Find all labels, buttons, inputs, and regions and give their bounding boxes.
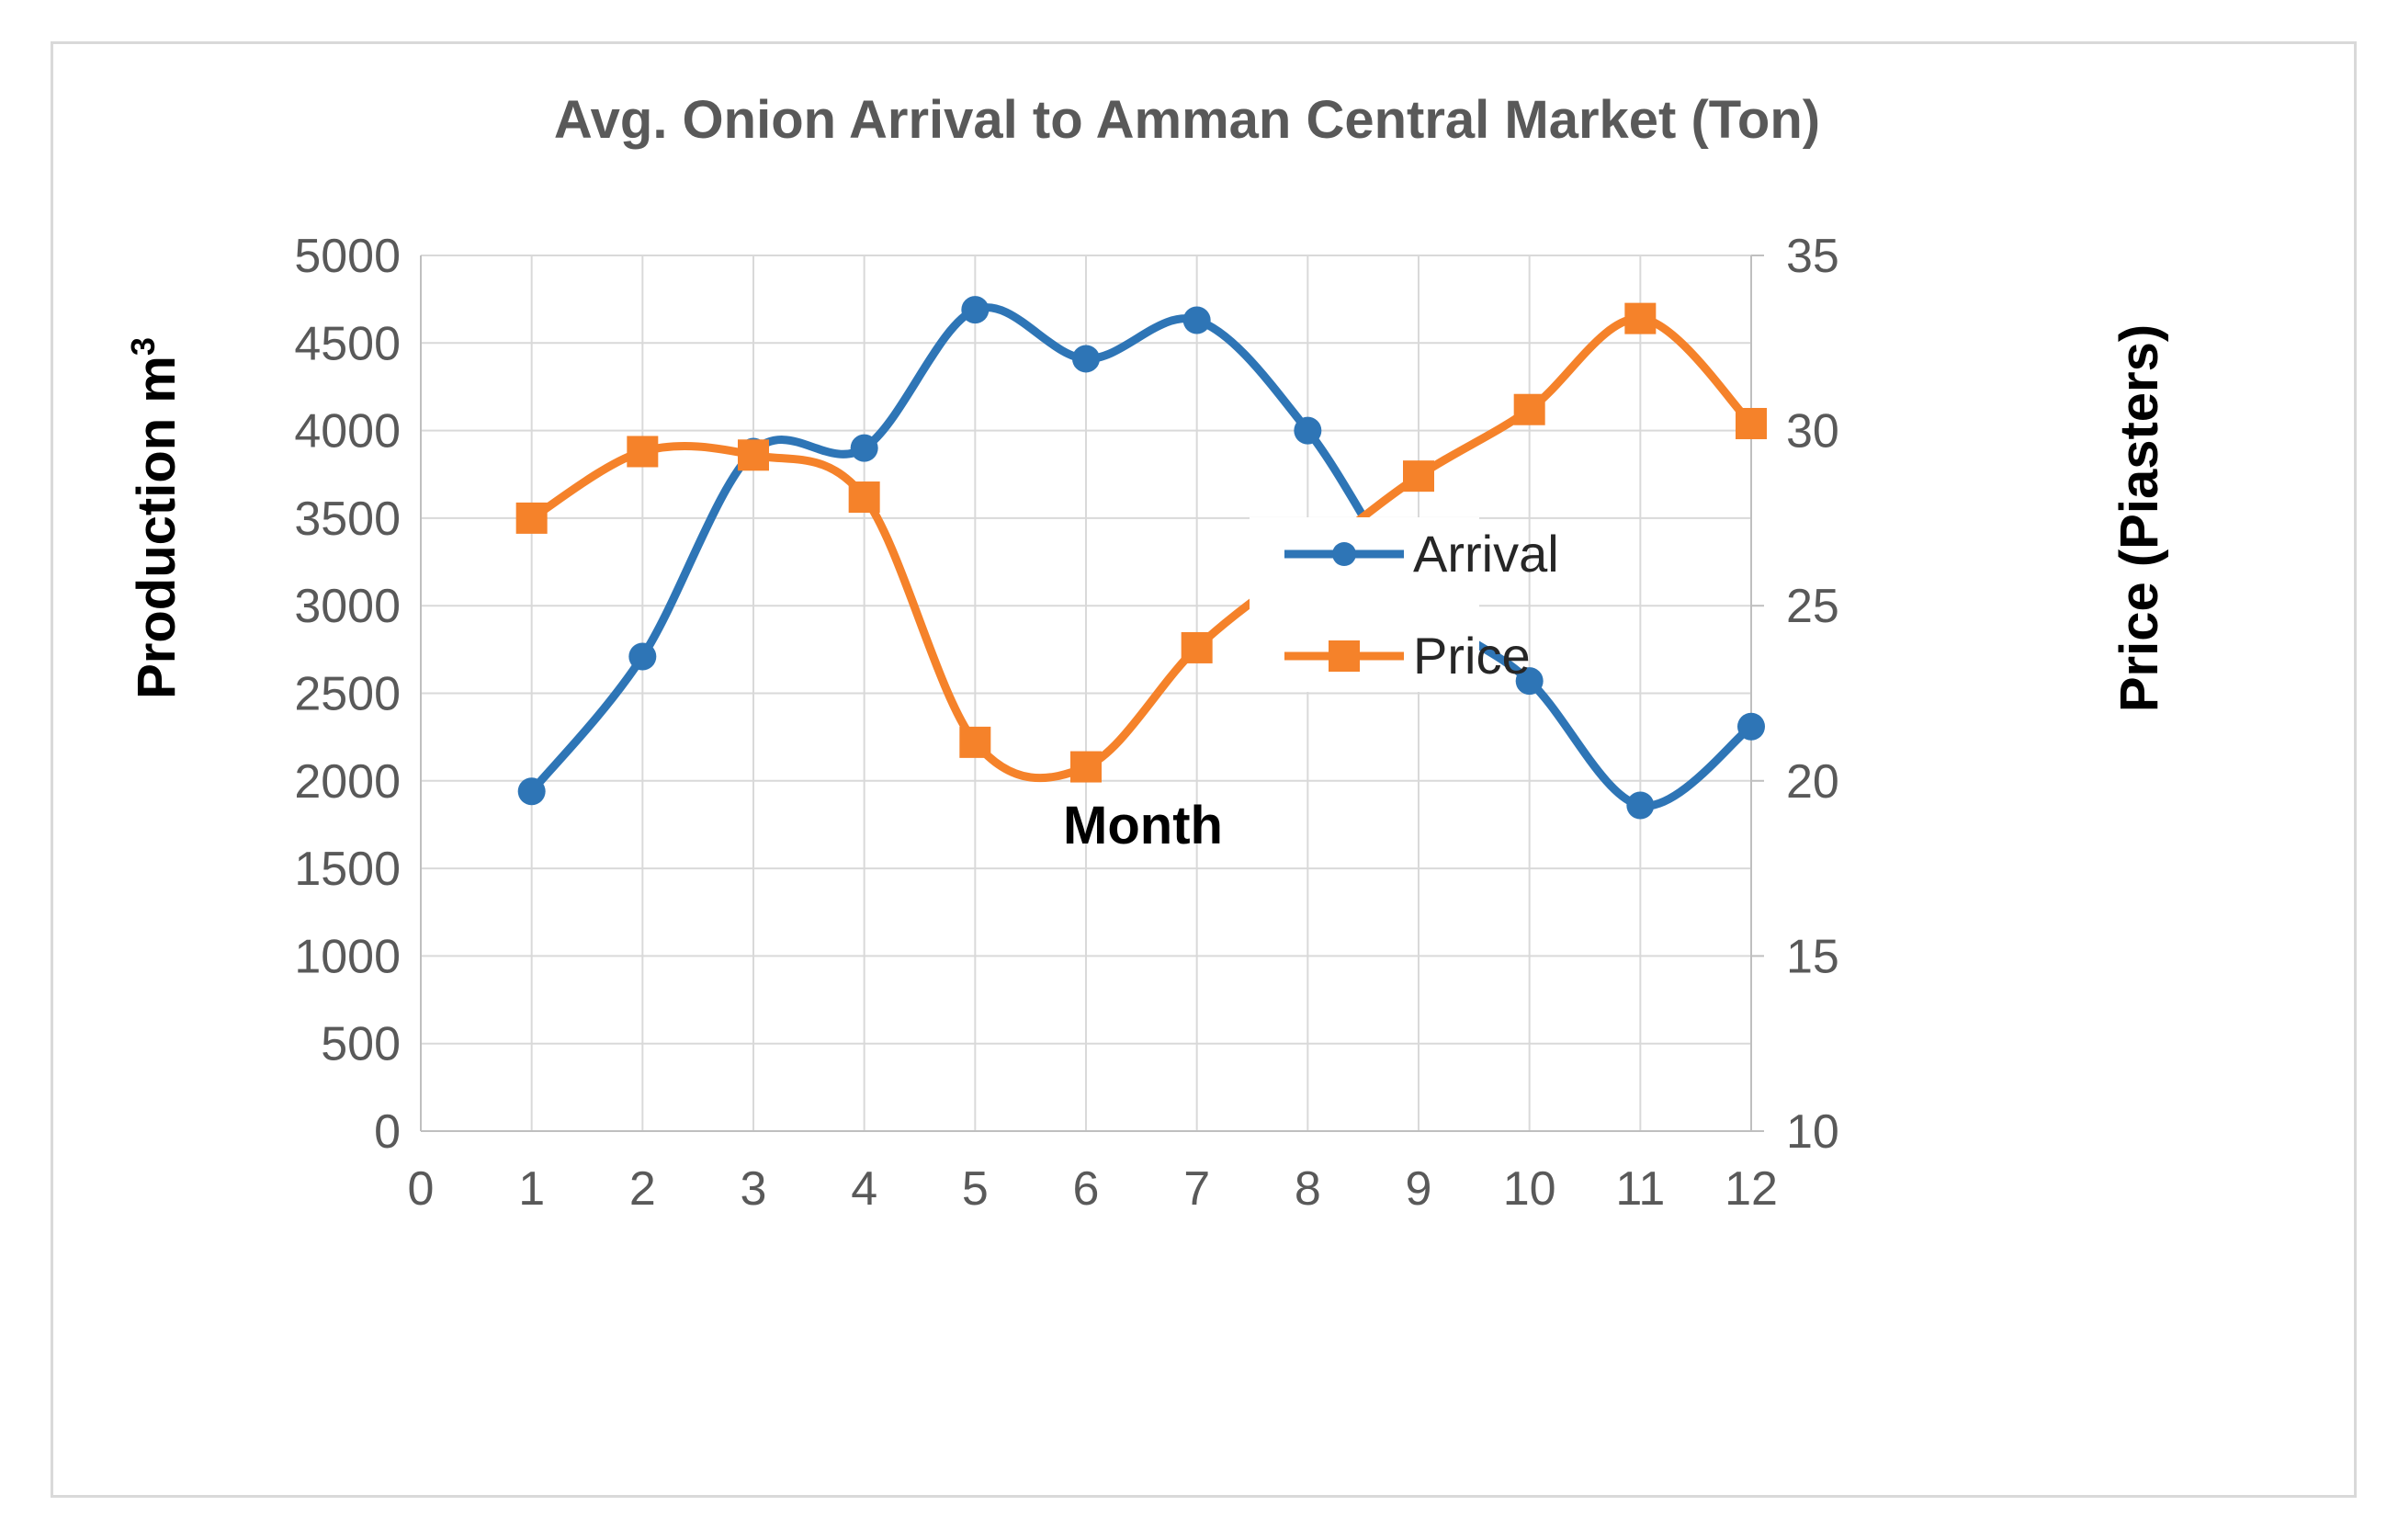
x-tick-label: 4 <box>851 1162 877 1216</box>
y-axis-title-superscript: 3 <box>124 337 162 356</box>
data-point-arrival <box>517 777 546 806</box>
series-line-price <box>529 314 1755 783</box>
y-axis-title-text: Production m <box>127 356 187 699</box>
y2-axis-title: Price (Piasters) <box>2110 324 2169 712</box>
y-tick-label: 0 <box>374 1105 401 1159</box>
x-tick-label: 8 <box>1295 1162 1321 1216</box>
data-point-price <box>515 502 548 534</box>
legend-arrival-marker <box>1332 542 1356 566</box>
data-point-price <box>959 726 991 758</box>
data-point-arrival <box>628 642 657 671</box>
legend-price-label: Price <box>1413 627 1531 685</box>
data-point-arrival <box>850 434 878 462</box>
y2-tick-label: 25 <box>1786 580 1839 633</box>
data-point-price <box>738 439 769 471</box>
x-axis-title: Month <box>1063 796 1223 855</box>
y-tick-label: 4500 <box>294 317 401 370</box>
x-tick-label: 11 <box>1615 1162 1665 1216</box>
legend: Arrival Price <box>1250 517 1559 692</box>
gridlines <box>421 255 1751 1131</box>
data-point-price <box>1624 302 1657 334</box>
x-tick-label: 1 <box>518 1162 545 1216</box>
x-tick-label: 5 <box>962 1162 989 1216</box>
y-axis-title: Production m3 <box>124 337 187 699</box>
x-tick-label: 0 <box>408 1162 435 1216</box>
data-point-arrival <box>1737 712 1765 741</box>
y2-tick-label: 10 <box>1786 1105 1839 1159</box>
x-tick-label: 3 <box>741 1162 767 1216</box>
y-tick-label: 1500 <box>294 843 401 896</box>
y-tick-label: 4000 <box>294 405 401 459</box>
data-point-price <box>1181 631 1213 663</box>
series-arrival <box>517 296 1765 820</box>
x-tick-label: 10 <box>1503 1162 1556 1216</box>
y-tick-label: 2500 <box>294 668 401 721</box>
tick-labels: 0 500 1000 1500 2000 2500 3000 3500 4000 4500 5000… <box>294 230 1839 1216</box>
data-point-arrival <box>1515 667 1544 696</box>
data-point-arrival <box>1182 306 1211 334</box>
legend-background <box>1250 517 1479 692</box>
y-tick-label: 500 <box>321 1018 401 1071</box>
data-point-arrival <box>961 296 990 324</box>
series-line-arrival <box>528 303 1754 810</box>
y-tick-label: 5000 <box>294 230 401 283</box>
y-tick-label: 3500 <box>294 493 401 546</box>
y2-tick-label: 15 <box>1786 930 1839 983</box>
data-point-price <box>1070 751 1102 783</box>
y2-tick-label: 35 <box>1786 230 1839 283</box>
y-tick-label: 2000 <box>294 755 401 809</box>
data-point-price <box>848 481 880 514</box>
x-tick-label: 12 <box>1725 1162 1778 1216</box>
chart: 0 500 1000 1500 2000 2500 3000 3500 4000 4500 5000… <box>124 90 2169 1216</box>
data-point-arrival <box>1626 791 1655 820</box>
series-price <box>515 302 1767 783</box>
y-tick-label: 1000 <box>294 930 401 983</box>
x-tick-label: 9 <box>1406 1162 1432 1216</box>
data-point-price <box>1513 393 1545 425</box>
legend-price-marker <box>1329 640 1360 672</box>
y2-tick-label: 30 <box>1786 405 1839 459</box>
data-point-arrival <box>1072 345 1100 373</box>
x-tick-label: 2 <box>629 1162 656 1216</box>
x-tick-label: 6 <box>1073 1162 1100 1216</box>
y-tick-label: 3000 <box>294 580 401 633</box>
data-point-price <box>627 436 659 468</box>
data-point-price <box>1736 407 1767 439</box>
series-layer <box>515 296 1767 820</box>
legend-arrival-label: Arrival <box>1413 525 1559 583</box>
chart-frame: 0 500 1000 1500 2000 2500 3000 3500 4000 4500 5000… <box>51 41 2357 1498</box>
data-point-price <box>1403 460 1434 493</box>
y2-tick-label: 20 <box>1786 755 1839 809</box>
x-tick-label: 7 <box>1183 1162 1210 1216</box>
chart-title: Avg. Onion Arrival to Amman Central Mark… <box>554 90 1820 150</box>
data-point-arrival <box>1294 416 1322 445</box>
